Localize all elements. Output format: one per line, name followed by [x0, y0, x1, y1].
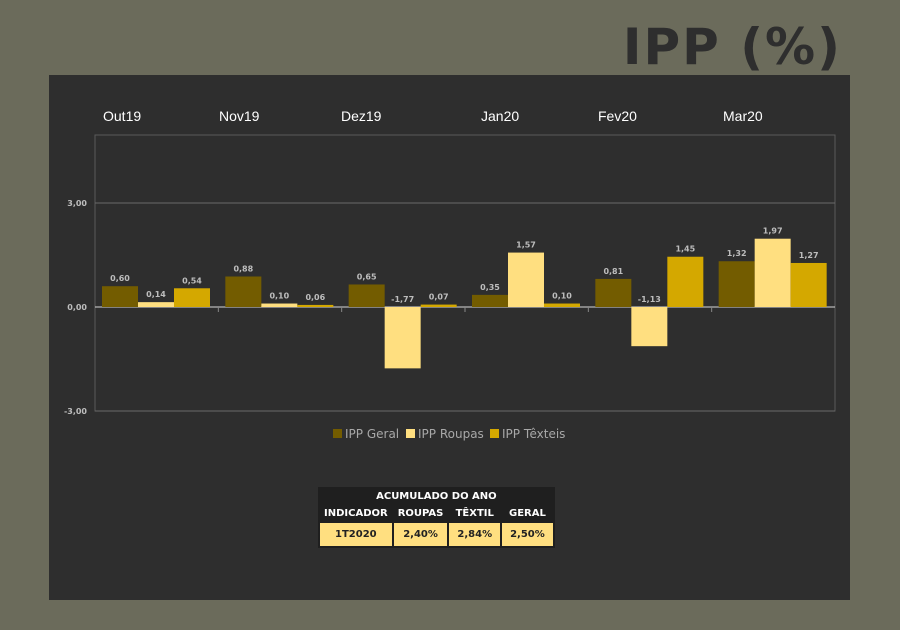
bar: [667, 256, 704, 307]
page-title: IPP (%): [622, 18, 842, 76]
data-label: 0,10: [552, 292, 572, 301]
table-row: 1T2020 2,40% 2,84% 2,50%: [320, 523, 553, 546]
data-label: 1,45: [675, 245, 695, 254]
data-label: 0,14: [146, 290, 166, 299]
bar: [174, 288, 210, 307]
bar: [790, 262, 827, 307]
table-col-textil: TÊXTIL: [449, 506, 501, 521]
data-label: 0,88: [233, 264, 253, 273]
bar: [718, 261, 755, 307]
table-cell-roupas: 2,40%: [393, 523, 448, 546]
bar: [225, 276, 262, 307]
bar: [297, 304, 334, 307]
data-label: 0,06: [305, 293, 325, 302]
data-label: 0,81: [603, 267, 623, 276]
table-col-roupas: ROUPAS: [393, 506, 448, 521]
legend-label: IPP Têxteis: [502, 427, 565, 441]
bar: [595, 278, 632, 307]
table-cell-geral: 2,50%: [502, 523, 553, 546]
data-label: -1,77: [391, 295, 414, 304]
bar: [348, 284, 385, 307]
bar: [420, 304, 457, 307]
data-label: 0,54: [182, 276, 202, 285]
bar: [508, 252, 544, 307]
data-label: 1,32: [727, 249, 747, 258]
data-label: 1,97: [763, 227, 783, 236]
bar: [754, 238, 791, 307]
y-tick-label: 0,00: [67, 303, 87, 312]
data-label: 0,65: [357, 272, 377, 281]
table-col-geral: GERAL: [502, 506, 553, 521]
legend-swatch: [406, 429, 415, 438]
category-label: Mar20: [723, 108, 763, 124]
category-label: Jan20: [481, 108, 519, 124]
category-label: Nov19: [219, 108, 260, 124]
bar: [138, 302, 174, 307]
table-cell-indicador: 1T2020: [320, 523, 392, 546]
data-label: -1,13: [638, 295, 661, 304]
bar: [261, 303, 298, 307]
data-label: 0,10: [269, 292, 289, 301]
category-label: Fev20: [598, 108, 637, 124]
bar: [384, 307, 421, 369]
bar: [544, 303, 580, 307]
table-col-indicador: INDICADOR: [320, 506, 392, 521]
table-header: ACUMULADO DO ANO: [320, 489, 553, 504]
legend-swatch: [333, 429, 342, 438]
legend-swatch: [490, 429, 499, 438]
bar: [472, 294, 508, 307]
data-label: 1,57: [516, 241, 536, 250]
category-label: Dez19: [341, 108, 382, 124]
category-label: Out19: [103, 108, 141, 124]
data-label: 0,35: [480, 283, 500, 292]
legend-label: IPP Geral: [345, 427, 399, 441]
accumulated-table: ACUMULADO DO ANO INDICADOR ROUPAS TÊXTIL…: [318, 487, 555, 548]
y-tick-label: -3,00: [64, 407, 87, 416]
y-tick-label: 3,00: [67, 199, 87, 208]
data-label: 0,60: [110, 274, 130, 283]
data-label: 1,27: [799, 251, 819, 260]
bar: [102, 286, 138, 307]
table-cell-textil: 2,84%: [449, 523, 501, 546]
legend-label: IPP Roupas: [418, 427, 484, 441]
data-label: 0,07: [429, 293, 449, 302]
bar: [631, 307, 668, 347]
